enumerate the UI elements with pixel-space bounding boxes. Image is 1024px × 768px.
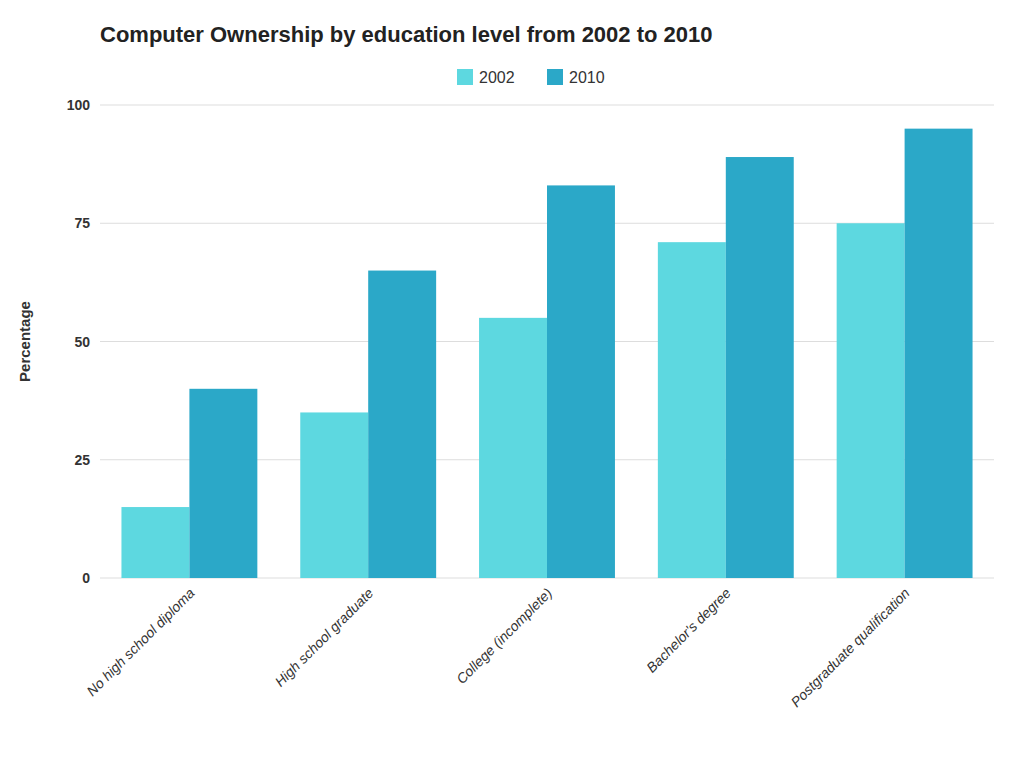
x-tick-label: No high school diploma xyxy=(83,585,197,699)
bar xyxy=(189,389,257,578)
x-tick-label: High school graduate xyxy=(271,585,376,690)
bar xyxy=(547,185,615,578)
x-tick-label: College (incomplete) xyxy=(453,585,555,687)
y-tick-label: 0 xyxy=(82,570,90,586)
bar xyxy=(479,318,547,578)
y-tick-label: 50 xyxy=(74,334,90,350)
bar xyxy=(121,507,189,578)
grid-line xyxy=(100,105,994,106)
bar xyxy=(726,157,794,578)
x-tick-label: Bachelor's degree xyxy=(643,585,734,676)
y-tick-label: 25 xyxy=(74,452,90,468)
title: Computer Ownership by education level fr… xyxy=(100,22,713,47)
bar xyxy=(368,271,436,578)
legend-swatch xyxy=(457,69,473,85)
chart: Computer Ownership by education level fr… xyxy=(0,0,1024,768)
bar xyxy=(300,412,368,578)
legend-label: 2002 xyxy=(479,69,515,86)
legend-swatch xyxy=(547,69,563,85)
legend: 2002 2010 xyxy=(457,69,605,86)
bar xyxy=(837,223,905,578)
y-axis-label: Percentage xyxy=(16,301,33,382)
y-tick-label: 75 xyxy=(74,215,90,231)
legend-label: 2010 xyxy=(569,69,605,86)
bar xyxy=(658,242,726,578)
x-tick-label: Postgraduate qualification xyxy=(787,585,912,710)
bar xyxy=(905,129,973,578)
y-tick-label: 100 xyxy=(67,97,91,113)
bars xyxy=(121,129,972,578)
